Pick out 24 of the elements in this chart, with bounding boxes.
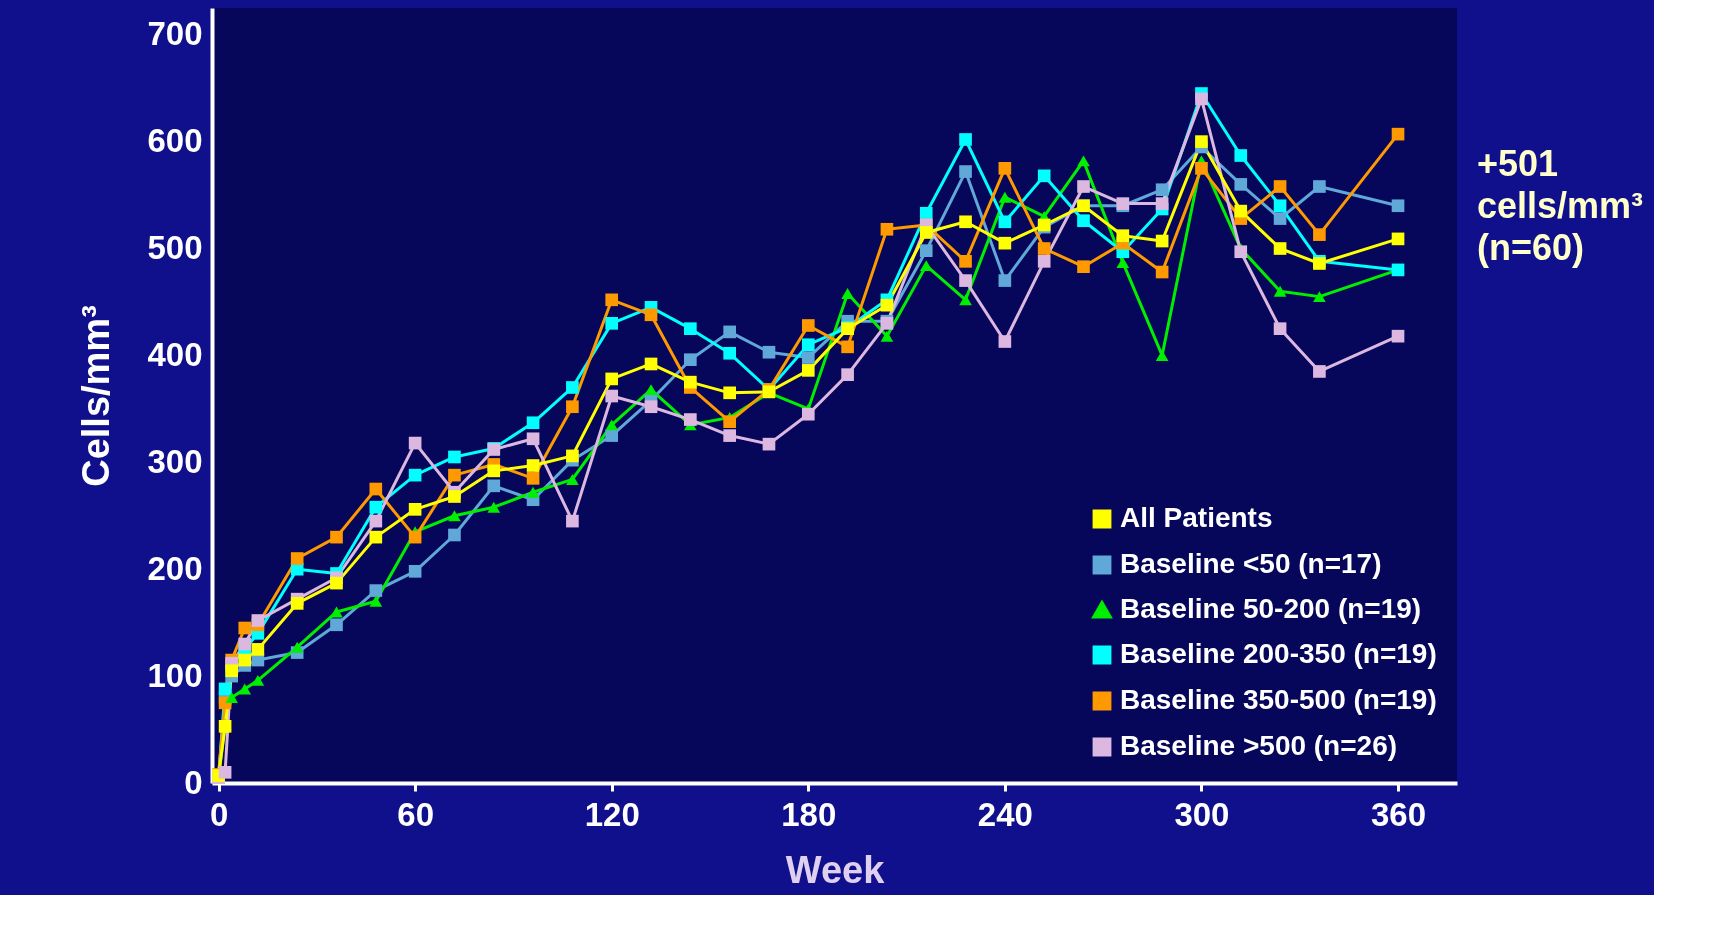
y-axis-title: Cells/mm³	[75, 305, 118, 487]
y-tick-label: 0	[184, 763, 203, 801]
legend-label: All Patients	[1120, 502, 1273, 533]
y-tick-label: 700	[147, 15, 203, 53]
y-tick-label: 200	[147, 549, 203, 587]
x-tick-label: 0	[209, 795, 229, 833]
y-tick-label: 300	[147, 442, 203, 480]
y-tick-label: 600	[147, 122, 203, 160]
y-tick-label: 500	[147, 229, 203, 267]
text: +501 cells/mm³ (n=60)	[1477, 143, 1644, 268]
x-axis-title: Week	[785, 848, 886, 891]
y-tick-label: 100	[147, 656, 203, 694]
x-tick-label: 360	[1371, 795, 1427, 833]
legend-label: Baseline <50 (n=17)	[1120, 548, 1382, 579]
x-tick-label: 240	[977, 795, 1033, 833]
x-tick-label: 120	[584, 795, 640, 833]
legend-label: Baseline >500 (n=26)	[1120, 730, 1398, 761]
x-tick-label: 180	[781, 795, 837, 833]
legend-label: Baseline 350-500 (n=19)	[1120, 684, 1437, 715]
legend-label: Baseline 50-200 (n=19)	[1120, 593, 1422, 624]
x-tick-label: 300	[1174, 795, 1230, 833]
x-tick-label: 60	[397, 795, 434, 833]
legend-label: Baseline 200-350 (n=19)	[1120, 638, 1437, 669]
y-tick-label: 400	[147, 335, 203, 373]
